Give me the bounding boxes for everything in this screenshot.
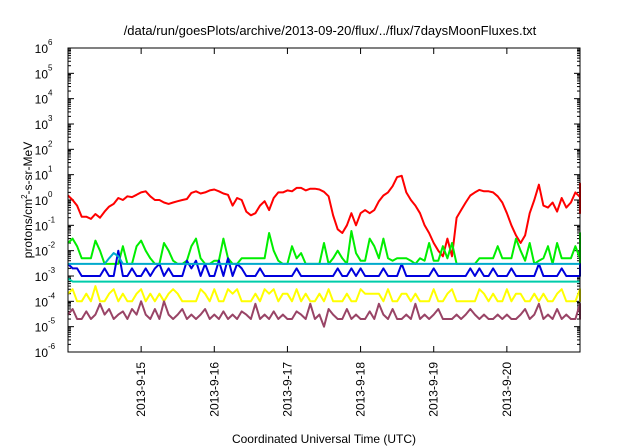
x-tick-label: 2013-9-18 <box>354 362 368 417</box>
y-axis-label-superscript: 2 <box>20 194 29 199</box>
x-tick-label: 2013-9-17 <box>280 362 294 417</box>
x-axis-label: Coordinated Universal Time (UTC) <box>232 432 416 446</box>
series-line-4 <box>67 277 580 283</box>
y-tick-label: 10-4 <box>35 291 56 309</box>
y-tick-label: 10-5 <box>35 317 56 335</box>
series-line-6 <box>67 300 581 328</box>
series-line-1 <box>67 230 581 265</box>
y-tick-label: 104 <box>35 89 53 107</box>
series-line-5 <box>67 285 581 303</box>
plot-frame <box>67 47 581 353</box>
y-tick-label: 101 <box>35 165 53 183</box>
x-tick-label: 2013-9-19 <box>427 362 441 417</box>
x-tick-label: 2013-9-20 <box>500 362 514 417</box>
y-axis-label-rest: -s-sr-MeV <box>21 142 35 195</box>
series-line-3 <box>68 252 580 265</box>
x-tick-label: 2013-9-15 <box>134 362 148 417</box>
y-axis-label-base: protons/cm <box>21 199 35 258</box>
chart-title: /data/run/goesPlots/archive/2013-09-20/f… <box>124 23 537 38</box>
y-tick-label: 10-3 <box>35 266 56 284</box>
y-tick-label: 105 <box>35 63 53 81</box>
y-axis-label: protons/cm2-s-sr-MeV <box>20 142 35 258</box>
y-tick-label: 106 <box>35 38 53 56</box>
y-tick-label: 103 <box>35 114 53 132</box>
tick-labels: 10-6 10-5 10-4 10-3 10-2 10-1 100 101 102 103 104 1… <box>35 38 514 417</box>
y-tick-label: 100 <box>35 190 53 208</box>
y-tick-label: 10-6 <box>35 342 56 360</box>
y-tick-label: 10-2 <box>35 241 56 259</box>
x-tick-label: 2013-9-16 <box>207 362 221 417</box>
axis-ticks <box>68 47 580 353</box>
data-series <box>67 174 581 328</box>
y-tick-label: 10-1 <box>35 215 56 233</box>
y-tick-label: 102 <box>35 139 53 157</box>
